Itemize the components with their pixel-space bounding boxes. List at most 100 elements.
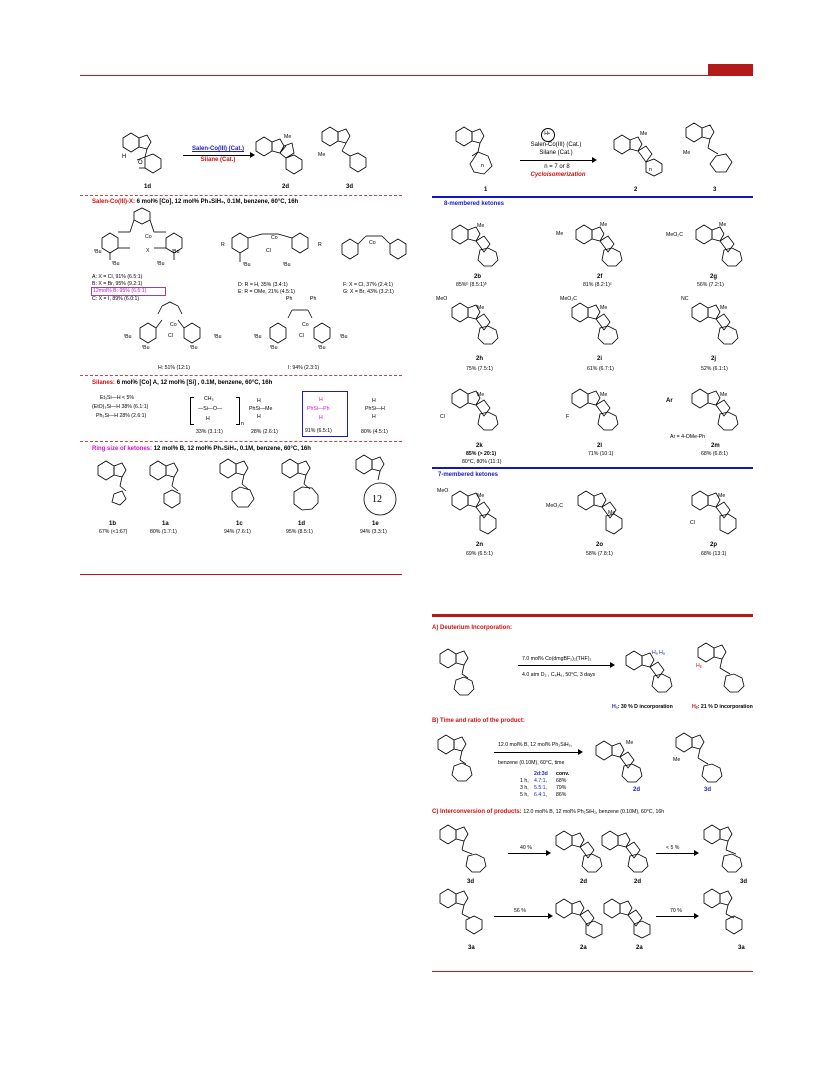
left-bottom-rule bbox=[80, 574, 402, 575]
me-2h: Me bbox=[477, 305, 485, 311]
yield-2l: 71% (10:1) bbox=[588, 451, 614, 457]
mech-c-heading: C) Interconversion of products: 12.0 mol… bbox=[432, 809, 664, 816]
sub-2f: Me bbox=[556, 231, 564, 237]
rt-cond1: Salen-Co(III) (Cat.) bbox=[530, 142, 582, 148]
compound-1: 1 bbox=[484, 187, 488, 193]
c-r4-arrow bbox=[656, 916, 696, 917]
molecule-2l bbox=[571, 388, 619, 431]
rt-arrow bbox=[520, 160, 594, 161]
salen-heading: Salen-Co(III)-X: 6 mol% [Co], 12 mol% Ph… bbox=[92, 199, 298, 206]
label-co-i: Co bbox=[302, 322, 309, 328]
molecule-2o bbox=[577, 490, 623, 535]
rt-n-label: n = 7 or 8 bbox=[544, 164, 570, 170]
molecule-2p bbox=[691, 490, 737, 535]
label-co-h: Co bbox=[170, 322, 177, 328]
me-2n: Me bbox=[477, 493, 485, 499]
molecule-2g bbox=[695, 224, 743, 267]
compound-2: 2 bbox=[634, 187, 638, 193]
label-me-2: Me bbox=[640, 131, 648, 137]
me-2b: Me bbox=[477, 223, 485, 229]
silane-phsime-yield: 28% (2.6:1) bbox=[251, 429, 278, 435]
ring-1b-yield: 67% (<1:67) bbox=[99, 529, 128, 535]
label-O-1d: O bbox=[138, 160, 143, 166]
me-2o: Me bbox=[608, 510, 616, 516]
c-r3-arrow bbox=[494, 916, 550, 917]
extra-2k: 80°C, 80% (11:1) bbox=[462, 459, 502, 465]
label-n-2: n bbox=[649, 167, 652, 173]
catalyst-de bbox=[231, 232, 309, 262]
label-co-de: Co bbox=[271, 235, 278, 241]
molecule-1d bbox=[122, 132, 162, 174]
label-ph-2: Ph bbox=[310, 296, 317, 302]
molecule-1c bbox=[219, 458, 255, 508]
c-heading-red: C) Interconversion of products: bbox=[432, 809, 522, 815]
molecule-2d bbox=[255, 136, 303, 175]
c-r2-arrow bbox=[656, 853, 696, 854]
silane-poly-yield: 33% (3.1:1) bbox=[196, 429, 223, 435]
label-cl-i: Cl bbox=[299, 333, 304, 339]
c-r3-to: 2a bbox=[580, 945, 587, 951]
molecule-2f bbox=[575, 224, 623, 267]
c-r1-arrow-head bbox=[546, 850, 551, 856]
molecule-1b bbox=[97, 460, 127, 506]
c-r3-from: 3a bbox=[468, 945, 475, 951]
poly-h: H bbox=[206, 416, 210, 422]
silane-et3: Et₃Si—H < 5% bbox=[100, 395, 134, 401]
note2-text: : 21 % D incorporation bbox=[697, 704, 753, 710]
molecule-2i bbox=[571, 302, 619, 345]
silane-ph3: Ph₃Si—H 28% (2.6:1) bbox=[96, 413, 147, 419]
ring-1c-id: 1c bbox=[236, 521, 243, 527]
poly-ch3: CH₃ bbox=[204, 396, 214, 402]
me-2i: Me bbox=[600, 305, 608, 311]
molecule-1e bbox=[355, 454, 397, 516]
ring-1e-yield: 94% (3.3:1) bbox=[360, 529, 387, 535]
phsih3-h-bot: H bbox=[372, 414, 376, 420]
id-2i: 2i bbox=[597, 356, 603, 362]
c-r1-pct: 40 % bbox=[520, 845, 532, 851]
silane-eto3: (EtO)₃Si—H 38% (6.1:1) bbox=[92, 404, 149, 410]
id-2f: 2f bbox=[597, 274, 603, 280]
c-r1-from: 3d bbox=[467, 879, 475, 885]
id-2g: 2g bbox=[710, 274, 718, 280]
poly-n: n bbox=[241, 421, 244, 427]
catalyst-i bbox=[269, 309, 331, 344]
entry-g: G: X = Br, 43% (3.2:1) bbox=[343, 289, 394, 295]
b-r1-ratio: 4.7:1, bbox=[534, 778, 547, 784]
mech-a-note1: Hₐ: 30 % D incorporation bbox=[612, 704, 673, 710]
label-me-2d: Me bbox=[284, 134, 292, 140]
mech-b-cond2: benzene (0.10M), 60°C, time bbox=[498, 760, 565, 766]
sub-2l: F bbox=[566, 414, 570, 420]
sub-2j: NC bbox=[681, 296, 689, 302]
cond-salen: Salen-Co(III) (Cat.) bbox=[192, 146, 244, 152]
yield-2p: 68% (13:1) bbox=[701, 551, 727, 557]
h-radical: H• bbox=[544, 131, 550, 137]
yield-2o: 58% (7.8:1) bbox=[586, 551, 613, 557]
c-r1-arrow bbox=[508, 853, 548, 854]
molecule-c-3d-a bbox=[439, 824, 487, 873]
c-r2-to: 3d bbox=[740, 879, 748, 885]
molecule-2m bbox=[691, 388, 739, 431]
mech-b-arrow-head bbox=[578, 749, 583, 755]
highlight-ph2sih2 bbox=[302, 391, 348, 437]
molecule-a-p2 bbox=[697, 642, 745, 693]
yield-2m: 68% (6.8:1) bbox=[701, 451, 728, 457]
id-2n: 2n bbox=[476, 542, 484, 548]
sub-2o: MeO₂C bbox=[546, 503, 564, 509]
mech-b-p1: 2d bbox=[633, 787, 641, 793]
id-2k: 2k bbox=[476, 443, 483, 449]
entry-h: H: 51% (12:1) bbox=[158, 365, 191, 371]
id-2b: 2b bbox=[474, 274, 482, 280]
label-co-abc: Co bbox=[145, 234, 152, 240]
label-r-left: R bbox=[221, 242, 225, 248]
sub-2p: Cl bbox=[690, 520, 695, 526]
c-r3-pct: 56 % bbox=[514, 908, 526, 914]
label-cl-h: Cl bbox=[168, 333, 173, 339]
id-2j: 2j bbox=[711, 356, 717, 362]
extra-2m: Ar = 4-OMe-Ph bbox=[670, 434, 706, 440]
molecule-a-sm bbox=[439, 648, 475, 696]
molecule-2b bbox=[451, 224, 499, 267]
arrow-head bbox=[250, 152, 255, 158]
seven-heading: 7-membered ketones bbox=[438, 472, 499, 478]
mech-b-head-ratio: 2d:3d bbox=[534, 771, 548, 777]
c-r4-from: 2a bbox=[636, 945, 643, 951]
